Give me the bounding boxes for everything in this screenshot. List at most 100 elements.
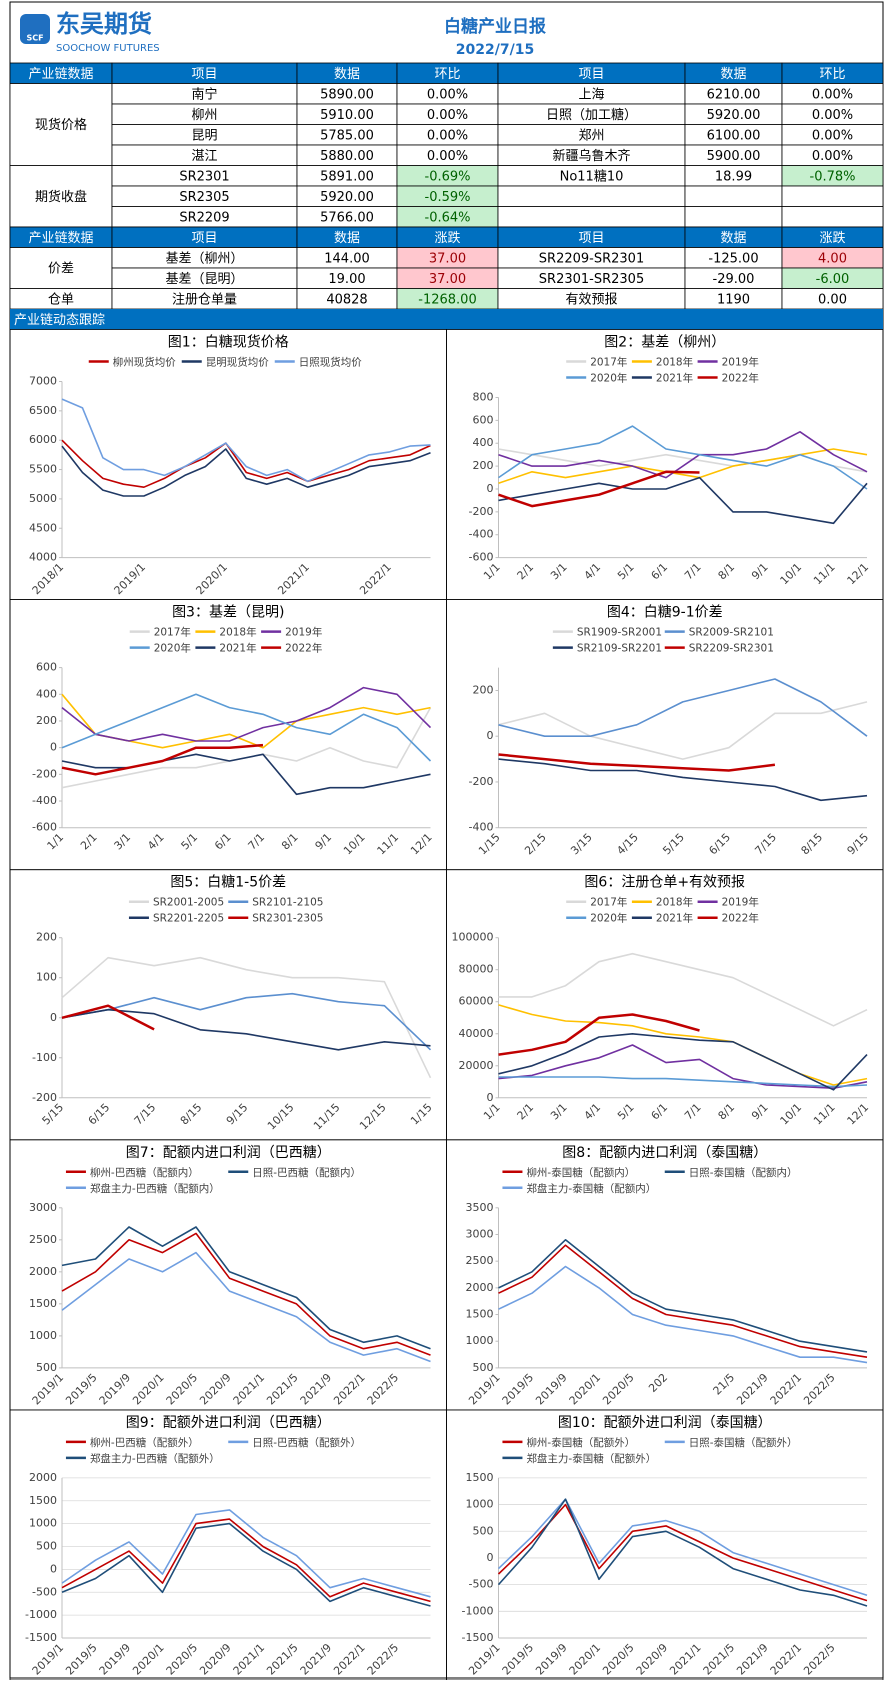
- legend-label: 郑盘主力-巴西糖（配额内）: [90, 1182, 220, 1195]
- x-tick-label: 6/1: [649, 561, 671, 583]
- x-tick-label: 12/1: [845, 561, 872, 588]
- series-line: [61, 398, 431, 483]
- x-tick-label: 1/1: [45, 831, 67, 853]
- legend-label: 2020年: [154, 642, 191, 655]
- x-tick-label: 2022/1: [357, 561, 394, 598]
- y-tick-label: 500: [473, 1361, 494, 1374]
- y-tick-label: 200: [473, 683, 494, 696]
- empty-cell: [684, 206, 783, 228]
- x-tick-label: 2021/1: [667, 1641, 704, 1678]
- table-cell: 基差（昆明）: [165, 272, 243, 287]
- series-line: [61, 445, 431, 497]
- y-tick-label: 0: [487, 482, 494, 495]
- x-tick-label: 2019/5: [500, 1371, 537, 1408]
- empty-cell: [781, 185, 884, 207]
- x-tick-label: 5/1: [615, 561, 637, 583]
- x-tick-label: 6/15: [86, 1101, 113, 1128]
- legend-label: 2021年: [219, 642, 256, 655]
- x-tick-label: 2019/1: [30, 1371, 67, 1408]
- x-tick-label: 6/1: [649, 1101, 671, 1123]
- legend-label: 郑盘主力-泰国糖（配额内）: [526, 1182, 656, 1195]
- legend-label: 柳州-巴西糖（配额外）: [90, 1436, 199, 1449]
- y-tick-label: -1000: [462, 1604, 494, 1617]
- x-tick-label: 2021/9: [734, 1641, 771, 1678]
- legend-label: SR2001-2005: [153, 897, 224, 909]
- header-cell-text: 项目: [578, 231, 604, 246]
- y-tick-label: -600: [32, 821, 57, 834]
- chart-cell: [446, 599, 884, 871]
- empty-cell: [497, 206, 686, 228]
- table-cell: SR2301: [179, 169, 229, 184]
- legend-label: 日照-巴西糖（配额外）: [252, 1436, 361, 1449]
- table-cell: 注册仓单量: [172, 292, 237, 307]
- y-tick-label: -500: [469, 1578, 494, 1591]
- x-tick-label: 2021/1: [231, 1641, 268, 1678]
- report-title: 白糖产业日报: [444, 16, 546, 37]
- logo-mark: SCF: [26, 34, 43, 43]
- table-cell: -0.78%: [810, 169, 856, 184]
- table-cell: 6100.00: [707, 128, 761, 143]
- table-cell: -1268.00: [418, 292, 476, 307]
- y-tick-label: 0: [487, 1091, 494, 1104]
- x-tick-label: 11/1: [811, 1101, 838, 1128]
- y-tick-label: 3000: [466, 1227, 494, 1240]
- table-cell: 上海: [578, 87, 604, 102]
- table-cell: -0.69%: [425, 169, 471, 184]
- legend-label: 日照-泰国糖（配额内）: [689, 1166, 798, 1179]
- x-tick-label: 2020/1: [193, 561, 230, 598]
- y-tick-label: 2500: [466, 1254, 494, 1267]
- legend-label: SR2009-SR2101: [689, 627, 774, 639]
- chart-cell: [446, 1409, 884, 1681]
- x-tick-label: 2019/1: [30, 1641, 67, 1678]
- legend-label: 2022年: [722, 912, 759, 925]
- chart-cell: [9, 1409, 447, 1681]
- x-tick-label: 2022/1: [331, 1371, 368, 1408]
- chart-title: 图3：基差（昆明): [172, 604, 284, 621]
- x-tick-label: 1/15: [476, 831, 503, 858]
- row-group-label: 仓单: [48, 292, 74, 307]
- table-cell: 0.00%: [812, 128, 853, 143]
- empty-cell: [684, 185, 783, 207]
- x-tick-label: 2021/5: [264, 1371, 301, 1408]
- series-line: [498, 470, 700, 508]
- header-cell-text: 数据: [720, 231, 746, 246]
- series-line: [497, 1503, 868, 1602]
- header-cell-text: 涨跌: [434, 230, 460, 246]
- header-cell-text: 项目: [191, 67, 217, 82]
- table-cell: 基差（柳州）: [165, 251, 243, 266]
- series-line: [61, 686, 432, 742]
- series-line: [498, 701, 868, 760]
- y-tick-label: -600: [469, 551, 494, 564]
- table-cell: 144.00: [324, 251, 370, 266]
- x-tick-label: 11/15: [311, 1101, 343, 1133]
- y-tick-label: 80000: [459, 963, 494, 976]
- x-tick-label: 2/1: [515, 1101, 537, 1123]
- y-tick-label: 500: [473, 1524, 494, 1537]
- y-tick-label: 5500: [29, 463, 57, 476]
- series-line: [498, 1013, 700, 1056]
- x-tick-label: 12/1: [845, 1101, 872, 1128]
- x-tick-label: 5/1: [179, 831, 201, 853]
- header-cell-text: 项目: [191, 231, 217, 246]
- row-group-label-cell: [9, 83, 113, 166]
- series-line: [61, 753, 431, 796]
- table-cell: 0.00%: [812, 87, 853, 102]
- series-line: [498, 1244, 868, 1358]
- y-tick-label: 60000: [459, 995, 494, 1008]
- table-cell: 湛江: [191, 149, 217, 164]
- x-tick-label: 4/1: [582, 561, 604, 583]
- series-line: [498, 1265, 868, 1364]
- header-cell-text: 产业链数据: [28, 231, 93, 246]
- y-tick-label: 800: [473, 391, 494, 404]
- x-tick-label: 10/15: [265, 1101, 297, 1133]
- table-cell: No11糖10: [560, 168, 624, 184]
- x-tick-label: 4/15: [614, 831, 641, 858]
- x-tick-label: 10/1: [778, 561, 805, 588]
- table-cell: 6210.00: [707, 87, 761, 102]
- table-cell: -29.00: [713, 272, 755, 287]
- y-tick-label: 1000: [466, 1334, 494, 1347]
- table-cell: 0.00: [818, 292, 847, 307]
- x-tick-label: 21/5: [711, 1371, 738, 1398]
